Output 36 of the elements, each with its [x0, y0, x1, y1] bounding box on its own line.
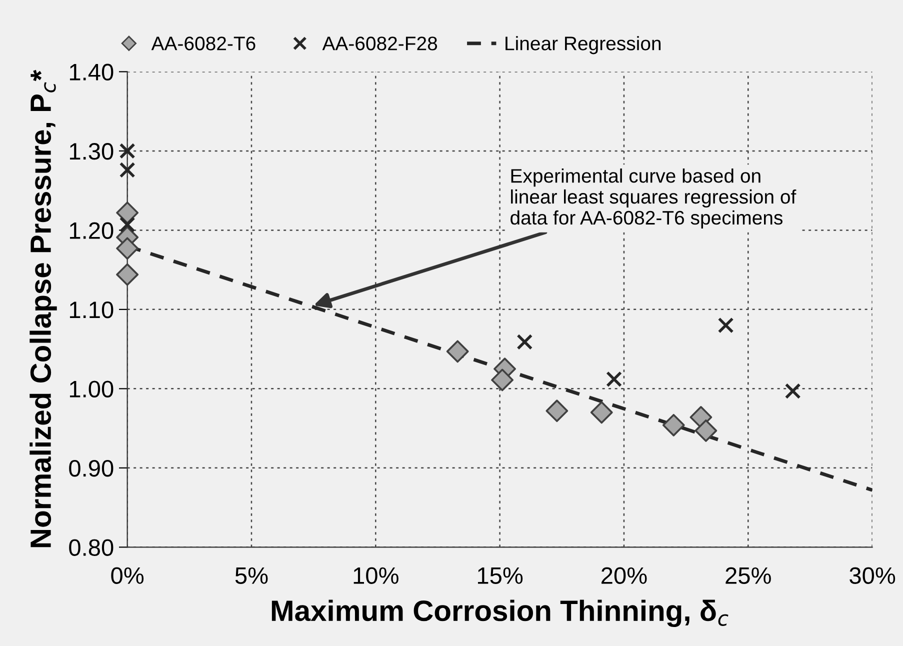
- point: [119, 162, 136, 178]
- point: [662, 414, 685, 436]
- point: [119, 216, 136, 233]
- point: [784, 383, 801, 400]
- legend-label: Linear Regression: [506, 36, 661, 54]
- annotation: Experimental curve based on linear least squares regression of data for AA-6082-T6 specimens: [510, 168, 796, 228]
- point: [116, 202, 139, 224]
- x-axis-title: Maximum Corrosion Thinning, δ$_{c}$: [272, 600, 728, 628]
- x-tick-label: 10%: [354, 567, 398, 584]
- y-tick-label: 1.20: [70, 222, 114, 239]
- y-tick-label: 1.00: [70, 380, 114, 398]
- legend-label: AA-6082-T6: [151, 36, 256, 50]
- y-tick-label: 1.40: [70, 64, 114, 80]
- y-tick-label: 1.30: [70, 143, 114, 160]
- point: [116, 263, 139, 286]
- point: [718, 317, 734, 334]
- x-tick-label: 25%: [726, 567, 771, 584]
- y-tick-label: 1.10: [70, 302, 114, 318]
- x-tick-label: 5%: [235, 567, 268, 584]
- x-tick-label: 0%: [111, 567, 144, 584]
- point: [546, 400, 568, 422]
- point: [694, 419, 718, 442]
- point: [516, 334, 533, 350]
- legend-label: AA-6082-F28: [322, 36, 438, 50]
- y-axis-title: Normalized Collapse Pressure, P$_{c}$*: [30, 70, 57, 548]
- point: [116, 237, 139, 260]
- x-tick-label: 15%: [478, 567, 523, 584]
- point: [491, 368, 514, 392]
- x-tick-label: 20%: [602, 567, 647, 584]
- y-tick-label: 0.80: [69, 539, 114, 556]
- point: [606, 371, 622, 388]
- point: [119, 142, 136, 159]
- point: [590, 401, 613, 424]
- x-tick-label: 30%: [850, 567, 896, 584]
- point: [446, 340, 469, 363]
- y-tick-label: 0.90: [69, 460, 114, 477]
